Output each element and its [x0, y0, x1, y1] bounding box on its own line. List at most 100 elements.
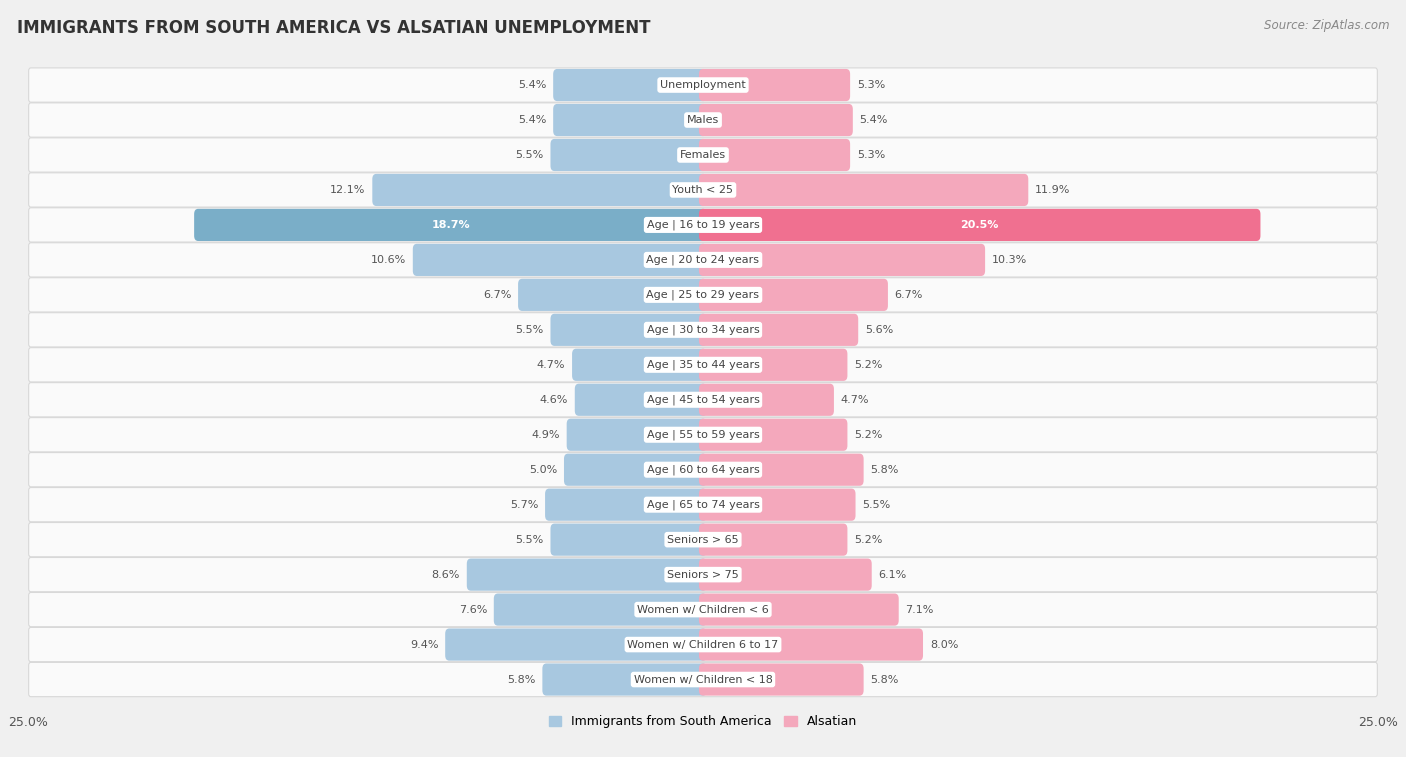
FancyBboxPatch shape: [28, 522, 1378, 557]
Text: Unemployment: Unemployment: [661, 80, 745, 90]
Text: 5.2%: 5.2%: [855, 534, 883, 544]
FancyBboxPatch shape: [699, 69, 851, 101]
FancyBboxPatch shape: [699, 524, 848, 556]
Text: 12.1%: 12.1%: [330, 185, 366, 195]
Text: 5.6%: 5.6%: [865, 325, 893, 335]
Text: 5.5%: 5.5%: [516, 150, 544, 160]
FancyBboxPatch shape: [699, 174, 1028, 206]
Text: 5.4%: 5.4%: [859, 115, 889, 125]
Text: 6.7%: 6.7%: [482, 290, 512, 300]
FancyBboxPatch shape: [699, 384, 834, 416]
Text: 5.8%: 5.8%: [870, 465, 898, 475]
FancyBboxPatch shape: [194, 209, 707, 241]
FancyBboxPatch shape: [551, 313, 707, 346]
Text: 8.6%: 8.6%: [432, 569, 460, 580]
FancyBboxPatch shape: [699, 139, 851, 171]
FancyBboxPatch shape: [446, 628, 707, 661]
FancyBboxPatch shape: [572, 349, 707, 381]
Text: Seniors > 75: Seniors > 75: [666, 569, 740, 580]
Text: Age | 45 to 54 years: Age | 45 to 54 years: [647, 394, 759, 405]
Text: 8.0%: 8.0%: [929, 640, 957, 650]
Text: Females: Females: [681, 150, 725, 160]
FancyBboxPatch shape: [553, 104, 707, 136]
FancyBboxPatch shape: [699, 663, 863, 696]
Text: 4.7%: 4.7%: [537, 360, 565, 370]
FancyBboxPatch shape: [28, 453, 1378, 487]
FancyBboxPatch shape: [413, 244, 707, 276]
Text: Age | 65 to 74 years: Age | 65 to 74 years: [647, 500, 759, 510]
Text: 7.6%: 7.6%: [458, 605, 486, 615]
FancyBboxPatch shape: [699, 244, 986, 276]
FancyBboxPatch shape: [543, 663, 707, 696]
Text: Women w/ Children < 18: Women w/ Children < 18: [634, 674, 772, 684]
FancyBboxPatch shape: [28, 207, 1378, 242]
FancyBboxPatch shape: [28, 662, 1378, 696]
Text: 4.9%: 4.9%: [531, 430, 560, 440]
FancyBboxPatch shape: [517, 279, 707, 311]
Text: 5.5%: 5.5%: [516, 325, 544, 335]
Text: Age | 25 to 29 years: Age | 25 to 29 years: [647, 290, 759, 300]
FancyBboxPatch shape: [28, 382, 1378, 417]
FancyBboxPatch shape: [699, 349, 848, 381]
Text: 5.4%: 5.4%: [517, 80, 547, 90]
FancyBboxPatch shape: [699, 453, 863, 486]
FancyBboxPatch shape: [373, 174, 707, 206]
FancyBboxPatch shape: [699, 209, 1260, 241]
FancyBboxPatch shape: [551, 139, 707, 171]
FancyBboxPatch shape: [699, 419, 848, 451]
Text: 4.7%: 4.7%: [841, 394, 869, 405]
Text: Women w/ Children < 6: Women w/ Children < 6: [637, 605, 769, 615]
Text: 5.4%: 5.4%: [517, 115, 547, 125]
Text: Age | 16 to 19 years: Age | 16 to 19 years: [647, 220, 759, 230]
FancyBboxPatch shape: [28, 628, 1378, 662]
FancyBboxPatch shape: [699, 313, 858, 346]
FancyBboxPatch shape: [467, 559, 707, 590]
FancyBboxPatch shape: [699, 104, 853, 136]
Text: 20.5%: 20.5%: [960, 220, 998, 230]
Text: 11.9%: 11.9%: [1035, 185, 1070, 195]
FancyBboxPatch shape: [28, 103, 1378, 137]
FancyBboxPatch shape: [28, 418, 1378, 452]
Text: 9.4%: 9.4%: [411, 640, 439, 650]
FancyBboxPatch shape: [553, 69, 707, 101]
FancyBboxPatch shape: [28, 138, 1378, 172]
FancyBboxPatch shape: [28, 173, 1378, 207]
Text: Seniors > 65: Seniors > 65: [668, 534, 738, 544]
Text: 10.3%: 10.3%: [991, 255, 1028, 265]
FancyBboxPatch shape: [699, 488, 855, 521]
Text: 5.2%: 5.2%: [855, 430, 883, 440]
Text: Source: ZipAtlas.com: Source: ZipAtlas.com: [1264, 19, 1389, 32]
Text: Age | 35 to 44 years: Age | 35 to 44 years: [647, 360, 759, 370]
Text: 6.1%: 6.1%: [879, 569, 907, 580]
FancyBboxPatch shape: [699, 279, 889, 311]
FancyBboxPatch shape: [551, 524, 707, 556]
Text: Age | 60 to 64 years: Age | 60 to 64 years: [647, 465, 759, 475]
Text: 7.1%: 7.1%: [905, 605, 934, 615]
Text: 6.7%: 6.7%: [894, 290, 924, 300]
Text: 5.3%: 5.3%: [856, 150, 886, 160]
FancyBboxPatch shape: [28, 488, 1378, 522]
Text: 5.7%: 5.7%: [510, 500, 538, 509]
Text: Age | 55 to 59 years: Age | 55 to 59 years: [647, 429, 759, 440]
Text: 5.2%: 5.2%: [855, 360, 883, 370]
Text: 5.0%: 5.0%: [529, 465, 557, 475]
Text: 10.6%: 10.6%: [371, 255, 406, 265]
Text: Males: Males: [688, 115, 718, 125]
FancyBboxPatch shape: [567, 419, 707, 451]
FancyBboxPatch shape: [699, 628, 922, 661]
FancyBboxPatch shape: [546, 488, 707, 521]
FancyBboxPatch shape: [699, 559, 872, 590]
Text: Women w/ Children 6 to 17: Women w/ Children 6 to 17: [627, 640, 779, 650]
FancyBboxPatch shape: [28, 557, 1378, 592]
Text: 5.8%: 5.8%: [508, 674, 536, 684]
Text: 5.3%: 5.3%: [856, 80, 886, 90]
Text: 5.8%: 5.8%: [870, 674, 898, 684]
Text: 5.5%: 5.5%: [516, 534, 544, 544]
FancyBboxPatch shape: [494, 593, 707, 626]
FancyBboxPatch shape: [28, 243, 1378, 277]
Text: 5.5%: 5.5%: [862, 500, 890, 509]
Text: IMMIGRANTS FROM SOUTH AMERICA VS ALSATIAN UNEMPLOYMENT: IMMIGRANTS FROM SOUTH AMERICA VS ALSATIA…: [17, 19, 651, 37]
Legend: Immigrants from South America, Alsatian: Immigrants from South America, Alsatian: [544, 710, 862, 733]
FancyBboxPatch shape: [575, 384, 707, 416]
FancyBboxPatch shape: [28, 593, 1378, 627]
